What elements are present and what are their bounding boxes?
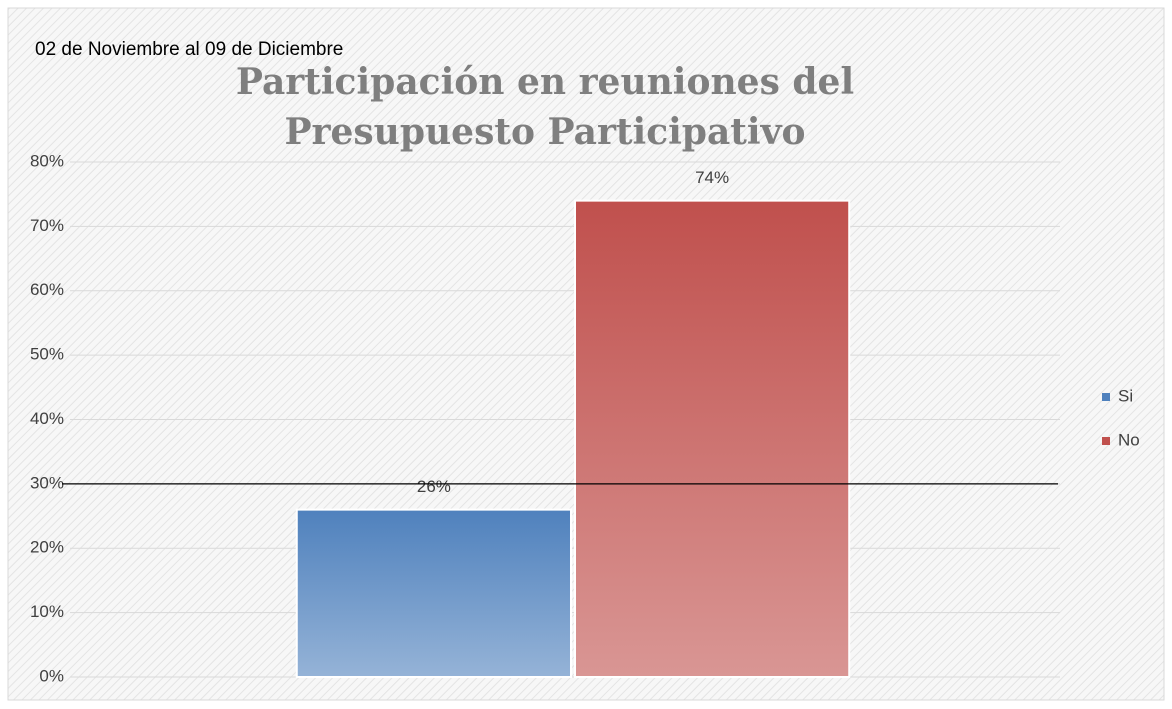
y-tick-label: 80% bbox=[30, 151, 64, 170]
y-tick-label: 20% bbox=[30, 538, 64, 557]
annotation: 02 de Noviembre al 09 de Diciembre bbox=[35, 39, 343, 60]
y-tick-label: 40% bbox=[30, 409, 64, 428]
title-line: Presupuesto Participativo bbox=[284, 111, 805, 153]
legend-swatch bbox=[1102, 437, 1110, 445]
y-tick-label: 50% bbox=[30, 345, 64, 364]
y-tick-label: 30% bbox=[30, 473, 64, 492]
y-tick-label: 60% bbox=[30, 280, 64, 299]
legend-swatch bbox=[1102, 393, 1110, 401]
chart-title: Participación en reuniones del Presupuest… bbox=[236, 61, 854, 153]
bar bbox=[574, 199, 851, 678]
value-label: 26% bbox=[417, 477, 451, 496]
bar bbox=[295, 508, 572, 678]
legend-label: No bbox=[1118, 430, 1140, 449]
title-line: Participación en reuniones del bbox=[236, 61, 854, 103]
y-tick-label: 70% bbox=[30, 216, 64, 235]
y-tick-label: 10% bbox=[30, 602, 64, 621]
y-tick-label: 0% bbox=[39, 666, 64, 685]
value-label: 74% bbox=[695, 168, 729, 187]
legend-label: Si bbox=[1118, 386, 1133, 405]
